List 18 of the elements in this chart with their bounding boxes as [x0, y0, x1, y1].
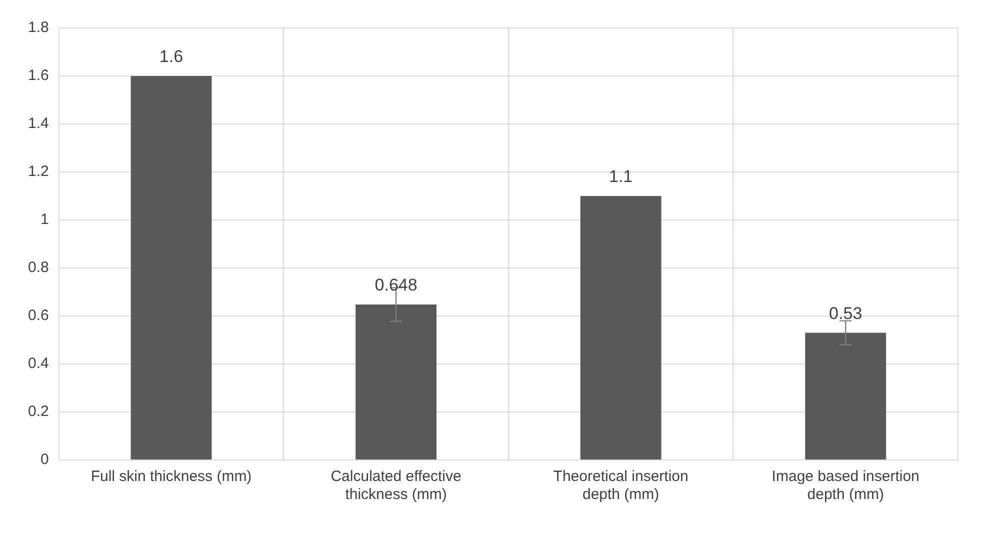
y-tick-label: 0.6 — [28, 307, 49, 324]
y-tick-label: 1.4 — [28, 115, 49, 132]
x-tick-label: Image based insertion depth (mm) — [772, 468, 920, 504]
y-tick-label: 0.4 — [28, 355, 49, 372]
data-label: 0.53 — [829, 304, 862, 323]
y-tick-label: 1.6 — [28, 67, 49, 84]
data-label: 1.6 — [159, 47, 184, 66]
data-label: 1.1 — [609, 167, 633, 186]
x-tick-label: Full skin thickness (mm) — [90, 468, 252, 486]
x-tick-label: Calculated effective thickness (mm) — [330, 468, 462, 504]
y-tick-label: 0 — [40, 451, 49, 468]
x-tick-label: Theoretical insertion depth (mm) — [553, 468, 688, 504]
data-label: 0.648 — [374, 276, 418, 295]
y-tick-label: 1.8 — [28, 19, 49, 36]
y-tick-label: 1 — [40, 211, 49, 228]
y-tick-label: 0.8 — [28, 259, 49, 276]
y-tick-label: 1.2 — [28, 163, 49, 180]
y-tick-label: 0.2 — [28, 403, 49, 420]
